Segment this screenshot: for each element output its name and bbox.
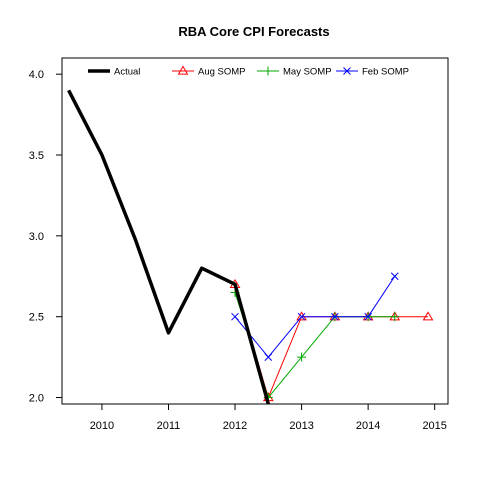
x-tick-label: 2013 <box>289 420 313 432</box>
legend-label-may-somp: May SOMP <box>283 67 332 78</box>
x-tick-label: 2011 <box>157 420 181 432</box>
series-point-may-somp <box>390 312 400 322</box>
series-point-feb-somp <box>264 353 273 361</box>
legend-marker-feb-somp <box>343 67 351 75</box>
y-tick-label: 3.5 <box>29 150 44 162</box>
x-tick-label: 2012 <box>223 420 247 432</box>
legend-label-feb-somp: Feb SOMP <box>362 67 409 78</box>
series-line-actual <box>67 89 270 405</box>
y-tick-label: 3.0 <box>29 231 44 243</box>
series-line-aug-somp <box>234 284 429 399</box>
y-tick-label: 2.5 <box>29 312 44 324</box>
series-line-may-somp <box>234 292 395 399</box>
series-point-may-somp <box>297 352 307 362</box>
x-tick-label: 2014 <box>356 420 380 432</box>
plot-area-border <box>61 57 449 405</box>
chart-title: RBA Core CPI Forecasts <box>178 24 329 39</box>
series-point-aug-somp <box>296 311 307 321</box>
series-point-aug-somp <box>422 311 434 321</box>
series-point-feb-somp <box>390 272 399 281</box>
legend-label-actual: Actual <box>114 67 140 78</box>
y-tick-label: 2.0 <box>29 393 44 405</box>
legend-marker-may-somp <box>263 66 273 76</box>
series-point-feb-somp <box>231 312 239 321</box>
series-point-feb-somp <box>331 312 339 321</box>
legend-label-aug-somp: Aug SOMP <box>198 67 246 78</box>
series-point-feb-somp <box>297 312 306 321</box>
x-tick-label: 2010 <box>90 420 114 432</box>
series-point-feb-somp <box>364 312 372 321</box>
x-tick-label: 2015 <box>422 420 446 432</box>
legend-marker-aug-somp <box>177 65 189 75</box>
y-tick-label: 4.0 <box>29 69 44 81</box>
series-line-feb-somp <box>234 275 396 358</box>
